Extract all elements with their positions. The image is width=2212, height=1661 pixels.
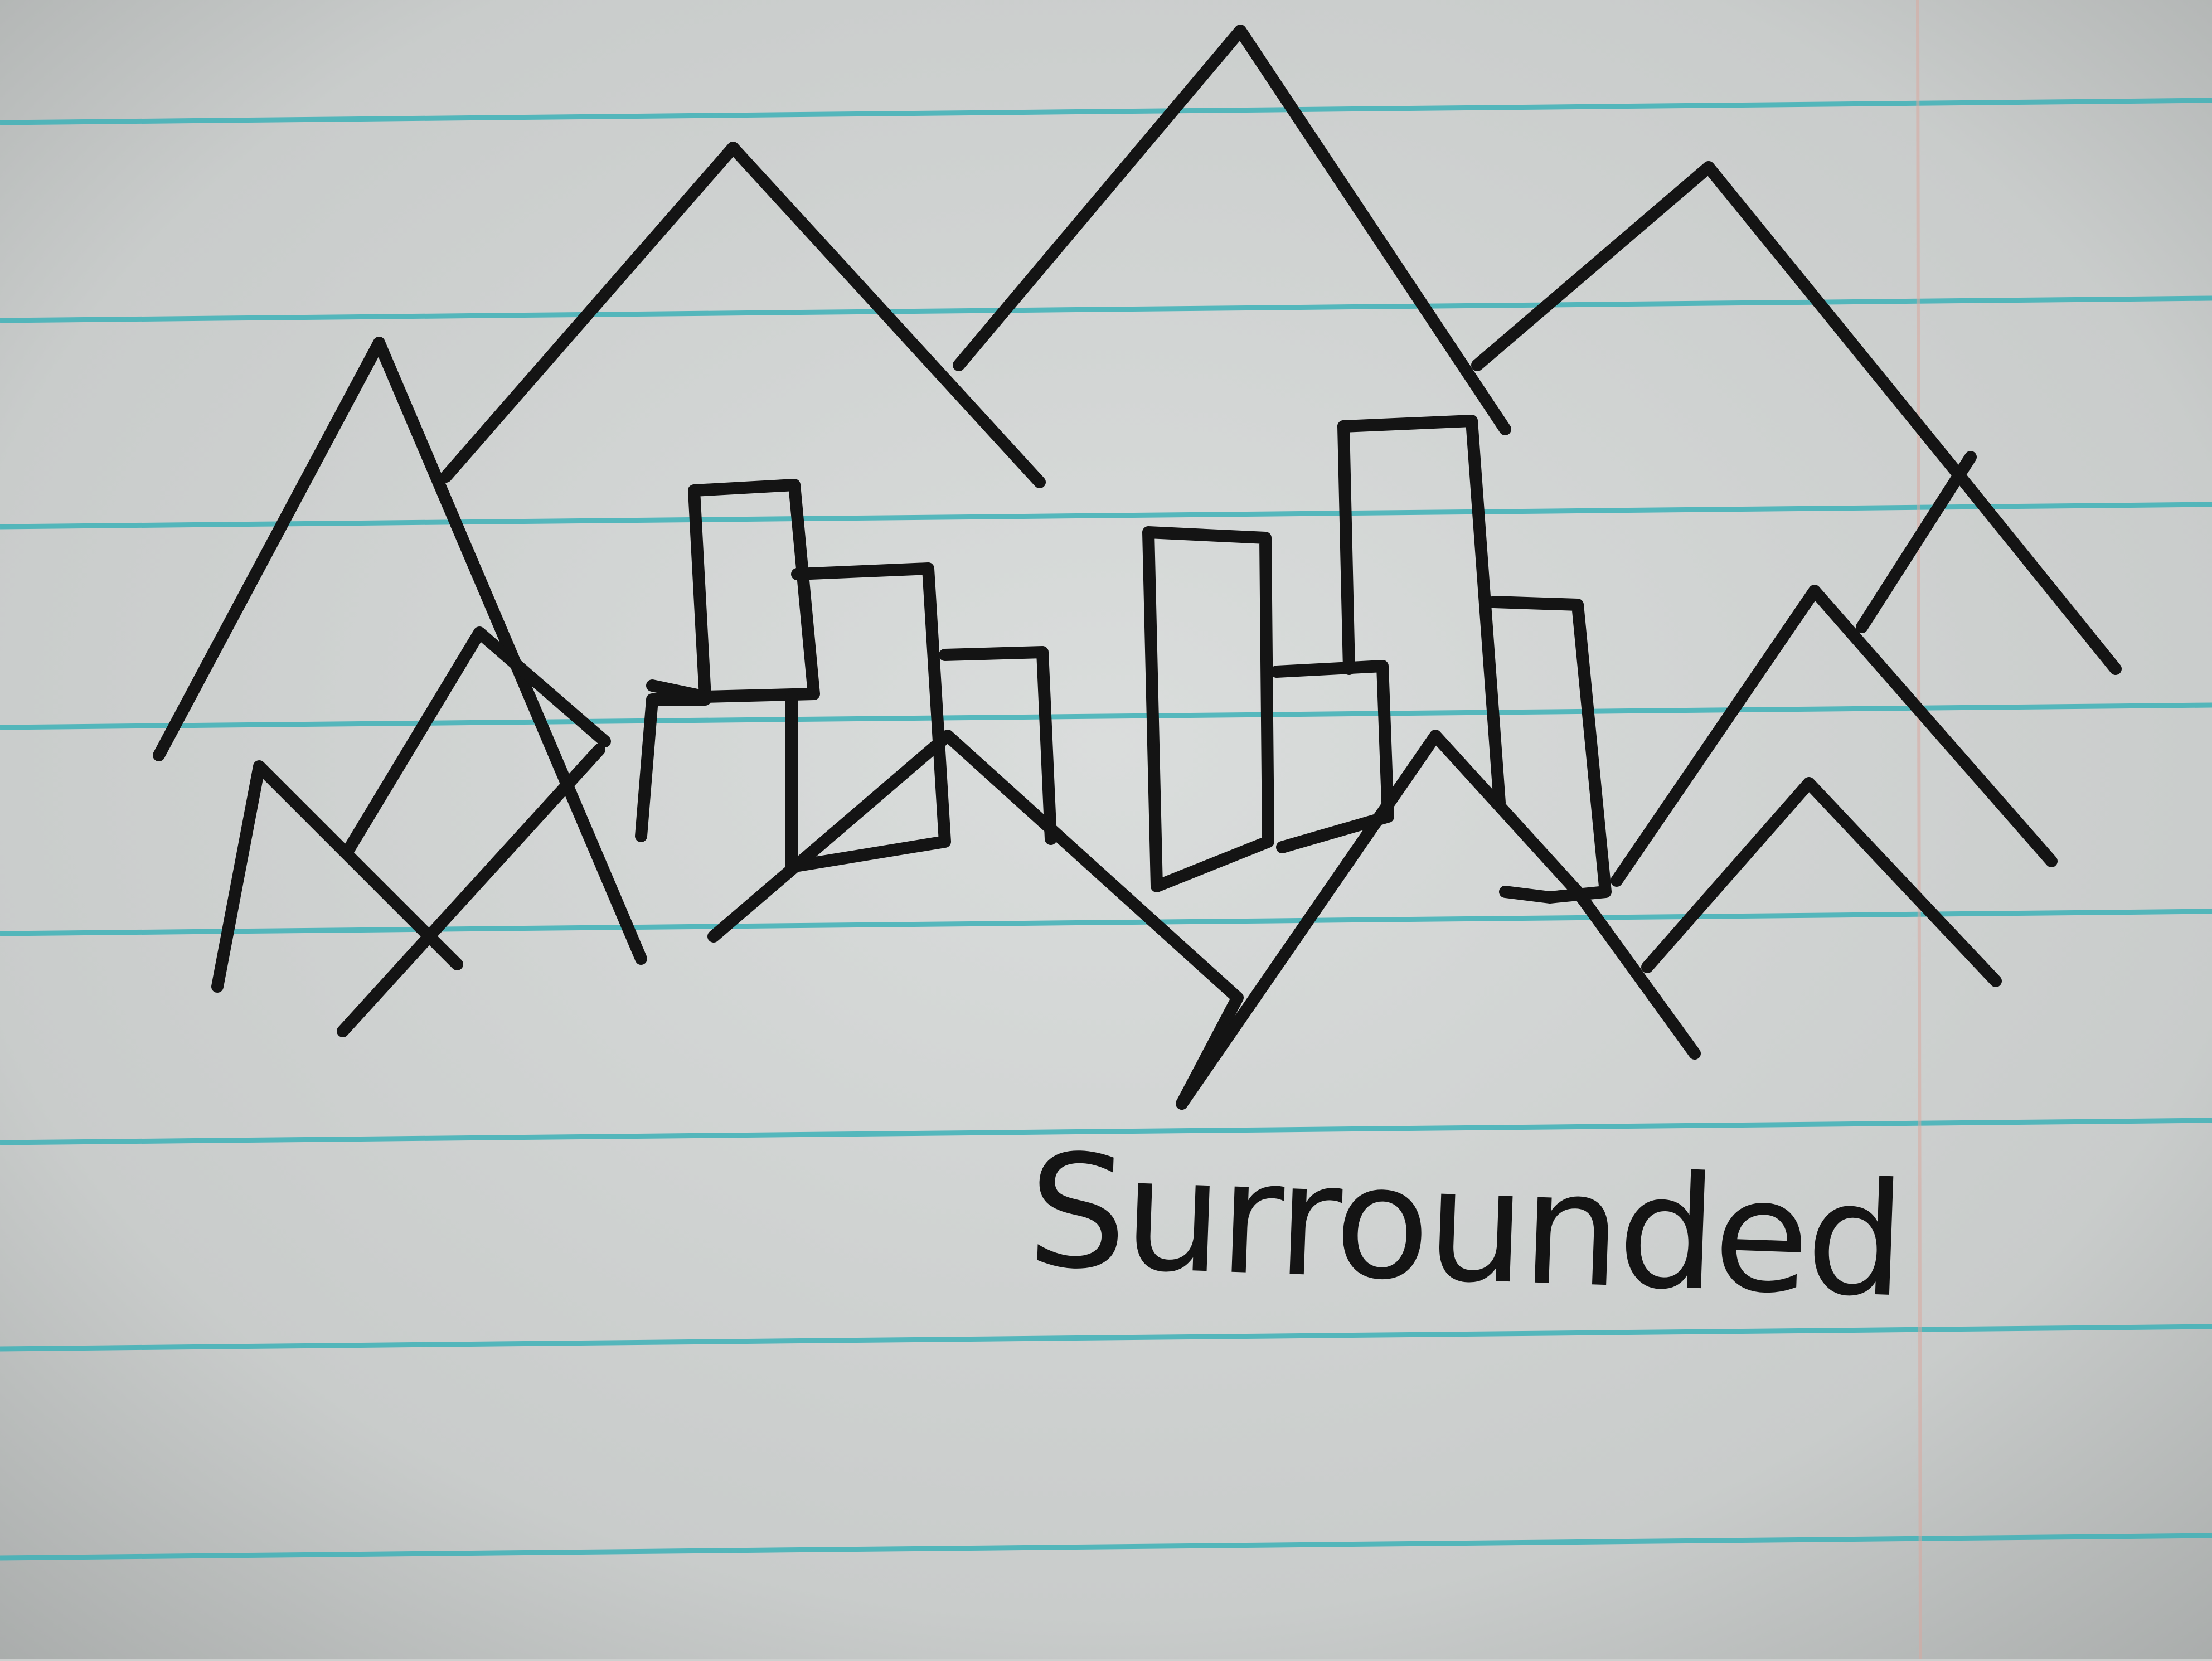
ruled-line [0, 1533, 2212, 1561]
ruled-line [0, 502, 2212, 530]
mountains-and-city-sketch [153, 25, 2122, 1110]
building [1270, 660, 1394, 853]
building [1488, 596, 1612, 904]
ruled-line [0, 1118, 2212, 1145]
ruled-line [0, 702, 2212, 730]
building [635, 679, 711, 842]
building [688, 479, 820, 703]
mountain-ridge [1176, 730, 1701, 1110]
margin-line [1916, 0, 1922, 1659]
building [1337, 420, 1355, 675]
building [785, 562, 951, 873]
ruled-line [0, 1324, 2212, 1352]
mountain-ridge [707, 730, 1244, 1110]
mountain-ridge [211, 760, 463, 993]
ruled-line [0, 909, 2212, 936]
ruled-line [0, 295, 2212, 323]
mountain-ridge [342, 626, 611, 856]
ruled-lines [0, 98, 2212, 1561]
mountain-ridge [153, 337, 647, 965]
building [1142, 526, 1274, 892]
building [1337, 415, 1506, 809]
mountain-ridge [337, 744, 605, 1037]
mountain-ridge [1641, 777, 2002, 987]
building [939, 646, 1057, 845]
mountain-ridge [1856, 451, 1977, 633]
handwritten-caption: Surrounded [1025, 1120, 1905, 1333]
ruled-line [0, 98, 2212, 125]
mountain-ridge [440, 142, 1046, 488]
mountain-ridge [953, 25, 1511, 435]
mountain-ridge [1611, 585, 2058, 887]
mountain-ridge [1471, 161, 2122, 675]
